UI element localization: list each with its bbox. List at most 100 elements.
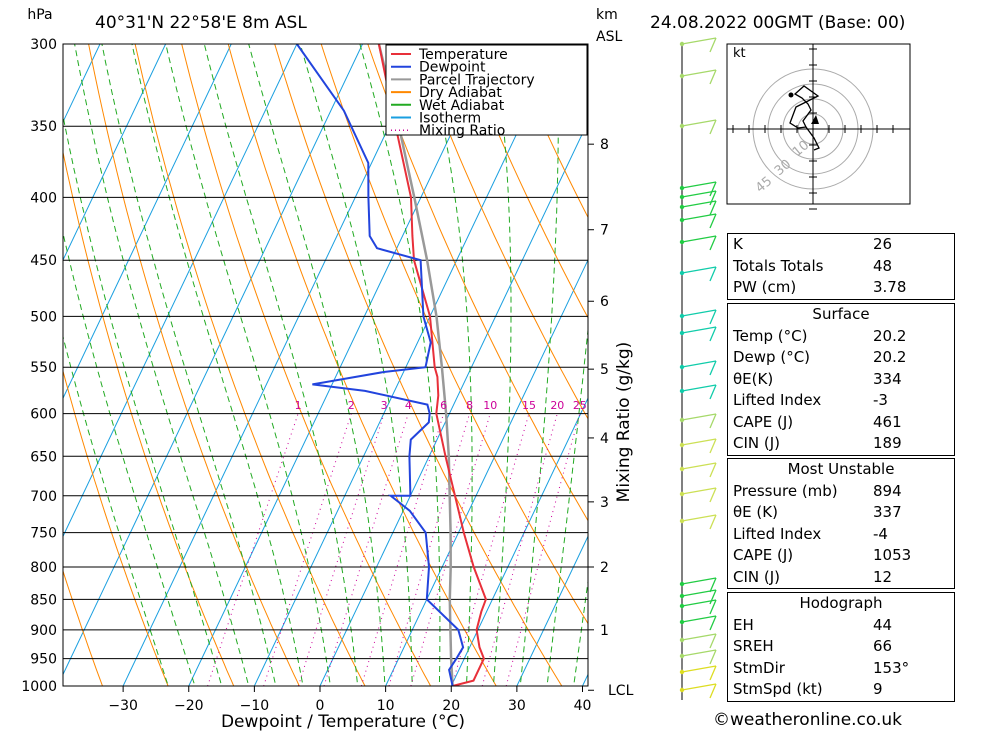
wind-barb [681,589,717,597]
location-title: 40°31'N 22°58'E 8m ASL [95,13,307,33]
height-tick-label: 4 [600,431,609,447]
isotherm-line [450,396,588,686]
index-label: SREH [733,637,774,655]
wind-barb-flag [709,69,717,85]
wet-adiabat-line [519,44,559,686]
credit-text: ©weatheronline.co.uk [713,710,903,730]
index-value: 189 [873,434,902,452]
index-label: CAPE (J) [733,546,794,564]
wind-barb [681,487,717,495]
pressure-tick-label: 450 [30,253,57,269]
wind-barb [681,119,717,127]
wind-barb-flag [709,384,717,400]
wind-barb-flag [709,37,717,53]
index-row: θE(K) 334 [728,369,954,391]
index-value: 20.2 [873,348,907,366]
height-tick-label: 1 [600,623,609,639]
mixing-ratio-label: 6 [440,399,447,412]
index-row: CIN (J) 189 [728,433,954,455]
dewpoint-line [296,44,465,686]
dry-adiabat-line [274,44,563,686]
x-tick-label: −30 [108,698,138,714]
legend-label: Mixing Ratio [419,123,505,139]
legend-label: Dewpoint [419,60,486,76]
index-row: Dewp (°C) 20.2 [728,347,954,369]
index-row: K 26 [728,234,954,256]
dry-adiabat-line [367,44,588,522]
pressure-tick-label: 950 [30,652,57,668]
pressure-tick-label: 800 [30,560,57,576]
pressure-tick-label: 500 [30,309,57,325]
wind-barb-flag [709,589,717,605]
isotherm-line [516,535,588,686]
wind-barb [681,577,717,585]
wind-barb [681,633,717,641]
isotherm-line [253,44,560,686]
isobar-lines [63,43,588,687]
index-label: PW (cm) [733,278,797,296]
wind-barb-flag [709,413,717,429]
wet-adiabat-line [299,44,413,686]
mixing-ratio-axis-label: Mixing Ratio (g/kg) [614,342,634,503]
mixing-ratio-label: 4 [405,399,412,412]
mixing-ratio-label: 10 [483,399,497,412]
index-row: StmDir 153° [728,658,954,680]
x-tick-label: 20 [442,698,460,714]
index-label: CIN (J) [733,434,781,452]
pressure-tick-label: 1000 [21,679,57,695]
wind-barb [681,190,717,198]
wind-barb [681,438,717,446]
index-label: StmDir [733,658,785,677]
wind-barb [681,514,717,522]
wind-barb [681,37,717,45]
wind-barb-flag [709,599,717,615]
mixing-ratio-label: 1 [295,399,302,412]
height-tick-label: LCL [608,683,634,699]
surface-title: Surface [812,305,870,323]
wet-adiabat-line [359,44,441,686]
index-value: -4 [873,524,888,543]
wind-barb-flag [709,615,717,631]
dry-adiabat-line [181,44,432,686]
mixing-ratio-line [451,413,530,686]
wind-barb-flag [709,514,717,530]
index-row: SREH 66 [728,636,954,658]
index-value: 337 [873,503,902,521]
index-row: Lifted Index -4 [728,524,954,546]
index-value: 461 [873,412,902,431]
dry-adiabat-line [227,44,497,686]
index-value: 26 [873,235,893,253]
general-indices: K 26 Totals Totals 48 PW (cm) 3.78 [727,233,955,300]
index-value: 44 [873,615,893,634]
most-unstable-indices: Most Unstable Pressure (mb) 894 θE (K) 337 L… [727,458,955,589]
wind-barb-flag [709,119,717,135]
legend-box [385,44,588,136]
parcel-trajectory-line [377,44,454,686]
wind-barb [681,326,717,334]
index-value: 9 [873,680,883,698]
index-value: 3.78 [873,278,907,296]
surface-indices: Surface Temp (°C) 20.2 Dewp (°C) 20.2 θE(K) 3… [727,303,955,456]
index-label: Lifted Index [733,524,822,543]
index-value: 48 [873,256,893,275]
wind-barb [681,599,717,607]
index-value: -3 [873,391,888,409]
index-row: CAPE (J) 461 [728,412,954,434]
index-label: CAPE (J) [733,412,794,431]
isotherm-line [63,44,363,676]
wet-adiabat-line [63,334,169,686]
x-tick-label: 40 [574,698,592,714]
index-label: Dewp (°C) [733,348,811,366]
axis-ticks [122,143,594,692]
height-tick-label: 3 [600,495,609,511]
wind-barb [681,384,717,392]
index-value: 334 [873,369,902,388]
isotherm-line [319,120,588,686]
wind-barb-flag [709,683,717,699]
wind-barb-flag [709,360,717,376]
index-label: Lifted Index [733,391,822,409]
wet-adiabat-line [165,44,331,686]
